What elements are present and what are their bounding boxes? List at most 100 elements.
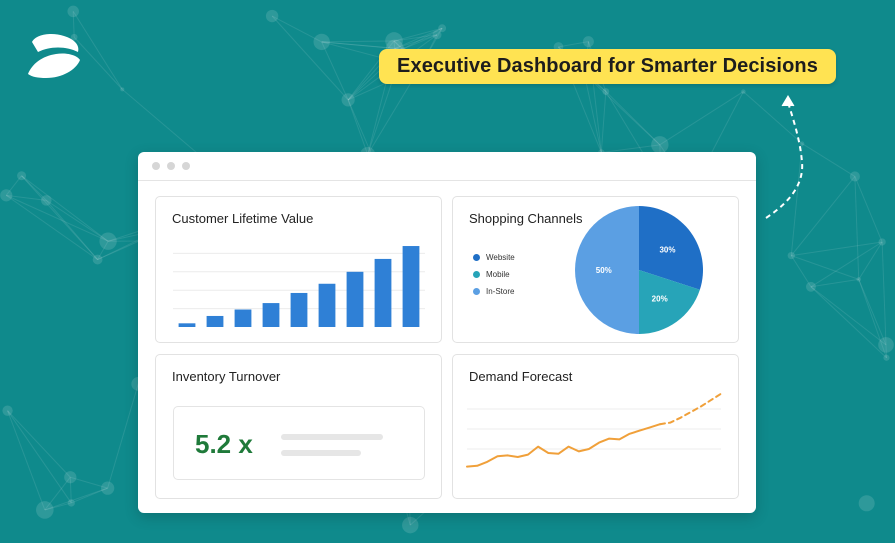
network-node <box>438 24 447 33</box>
network-node <box>70 33 78 41</box>
network-link <box>71 487 108 504</box>
network-link <box>605 91 661 146</box>
network-link <box>791 241 883 257</box>
window-titlebar <box>138 152 756 181</box>
network-node <box>878 238 886 246</box>
network-link <box>70 476 108 489</box>
pie-slice-label: 20% <box>652 294 668 303</box>
clv-bar <box>262 303 280 327</box>
network-link <box>394 34 438 50</box>
network-link <box>558 41 589 48</box>
network-node <box>883 354 890 361</box>
network-link <box>393 34 438 42</box>
window-dot-close[interactable] <box>152 162 160 170</box>
network-link <box>790 143 803 256</box>
legend-label: In-Store <box>486 287 515 296</box>
network-link <box>393 40 396 49</box>
network-link <box>402 27 443 50</box>
network-link <box>743 91 803 144</box>
clv-card: Customer Lifetime Value <box>155 196 442 343</box>
inventory-card: Inventory Turnover 5.2 x <box>155 354 442 499</box>
network-node <box>0 189 13 202</box>
network-node <box>17 171 27 181</box>
network-link <box>6 194 109 242</box>
network-node <box>99 232 117 250</box>
network-link <box>21 175 98 260</box>
clv-bar <box>206 315 224 327</box>
network-link <box>600 91 607 153</box>
network-link <box>790 176 856 256</box>
network-node <box>2 405 13 416</box>
network-node <box>92 254 103 265</box>
pie-slice-instore <box>575 206 639 334</box>
network-link <box>601 144 660 153</box>
network-node <box>101 481 115 495</box>
network-node <box>64 471 77 484</box>
network-node <box>402 516 419 534</box>
network-node <box>856 277 861 282</box>
legend-label: Website <box>486 253 515 262</box>
network-node <box>849 171 860 182</box>
network-link <box>7 410 46 511</box>
channels-legend: Website Mobile In-Store <box>473 249 515 300</box>
network-link <box>44 487 108 511</box>
network-link <box>393 27 443 42</box>
network-link <box>121 88 207 162</box>
window-dot-minimize[interactable] <box>167 162 175 170</box>
network-link <box>21 175 47 201</box>
kpi-placeholder-line <box>281 434 383 440</box>
brand-logo-icon <box>28 34 80 78</box>
network-node <box>602 88 610 95</box>
network-node <box>878 337 894 353</box>
network-node <box>805 281 816 292</box>
network-node <box>582 36 594 48</box>
inventory-kpi-box: 5.2 x <box>173 406 425 480</box>
network-link <box>7 410 71 478</box>
forecast-dashed-line <box>659 392 722 426</box>
network-link <box>858 241 883 280</box>
legend-item-instore: In-Store <box>473 283 515 300</box>
clv-bar-chart <box>173 246 425 327</box>
network-link <box>97 240 109 260</box>
inventory-title: Inventory Turnover <box>172 369 281 384</box>
legend-label: Mobile <box>486 270 510 279</box>
clv-title: Customer Lifetime Value <box>172 211 314 226</box>
clv-bar <box>290 292 308 327</box>
legend-swatch <box>473 254 480 261</box>
network-link <box>321 41 395 50</box>
pie-slice-label: 50% <box>596 266 612 275</box>
network-link <box>271 15 349 101</box>
network-link <box>271 15 322 43</box>
legend-item-mobile: Mobile <box>473 266 515 283</box>
kpi-placeholder-line <box>281 450 361 456</box>
network-link <box>5 175 22 196</box>
clv-bar <box>234 309 252 327</box>
headline-banner: Executive Dashboard for Smarter Decision… <box>379 49 836 84</box>
legend-swatch <box>473 288 480 295</box>
legend-item-website: Website <box>473 249 515 266</box>
network-link <box>347 99 369 155</box>
network-link <box>21 175 109 242</box>
network-link <box>790 255 812 288</box>
network-node <box>120 87 125 92</box>
network-link <box>810 286 887 346</box>
forecast-line-chart <box>466 392 722 468</box>
network-link <box>810 286 887 359</box>
network-link <box>394 27 443 50</box>
pie-slice-mobile <box>639 270 700 334</box>
network-link <box>858 279 887 358</box>
window-dot-maximize[interactable] <box>182 162 190 170</box>
network-link <box>321 41 404 50</box>
network-link <box>44 502 72 511</box>
network-node <box>41 195 52 206</box>
pie-slice-label: 30% <box>659 245 675 254</box>
clv-bar <box>402 246 420 327</box>
network-node <box>313 33 330 51</box>
network-link <box>810 241 883 288</box>
channels-pie-chart: 30% 20% 50% <box>575 206 703 334</box>
network-link <box>854 176 860 280</box>
clv-bar <box>178 323 196 327</box>
network-link <box>321 40 395 43</box>
network-link <box>858 279 887 346</box>
network-link <box>436 27 443 36</box>
